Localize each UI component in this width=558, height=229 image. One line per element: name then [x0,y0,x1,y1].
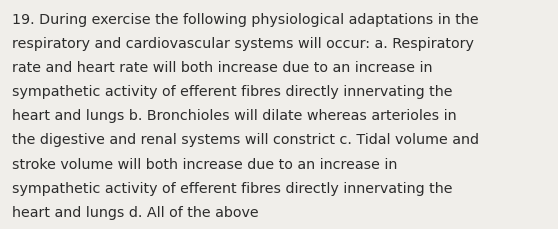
Text: the digestive and renal systems will constrict c. Tidal volume and: the digestive and renal systems will con… [12,133,479,147]
Text: 19. During exercise the following physiological adaptations in the: 19. During exercise the following physio… [12,13,479,27]
Text: sympathetic activity of efferent fibres directly innervating the: sympathetic activity of efferent fibres … [12,181,453,195]
Text: heart and lungs d. All of the above: heart and lungs d. All of the above [12,205,259,219]
Text: sympathetic activity of efferent fibres directly innervating the: sympathetic activity of efferent fibres … [12,85,453,99]
Text: respiratory and cardiovascular systems will occur: a. Respiratory: respiratory and cardiovascular systems w… [12,37,474,51]
Text: rate and heart rate will both increase due to an increase in: rate and heart rate will both increase d… [12,61,433,75]
Text: stroke volume will both increase due to an increase in: stroke volume will both increase due to … [12,157,398,171]
Text: heart and lungs b. Bronchioles will dilate whereas arterioles in: heart and lungs b. Bronchioles will dila… [12,109,457,123]
